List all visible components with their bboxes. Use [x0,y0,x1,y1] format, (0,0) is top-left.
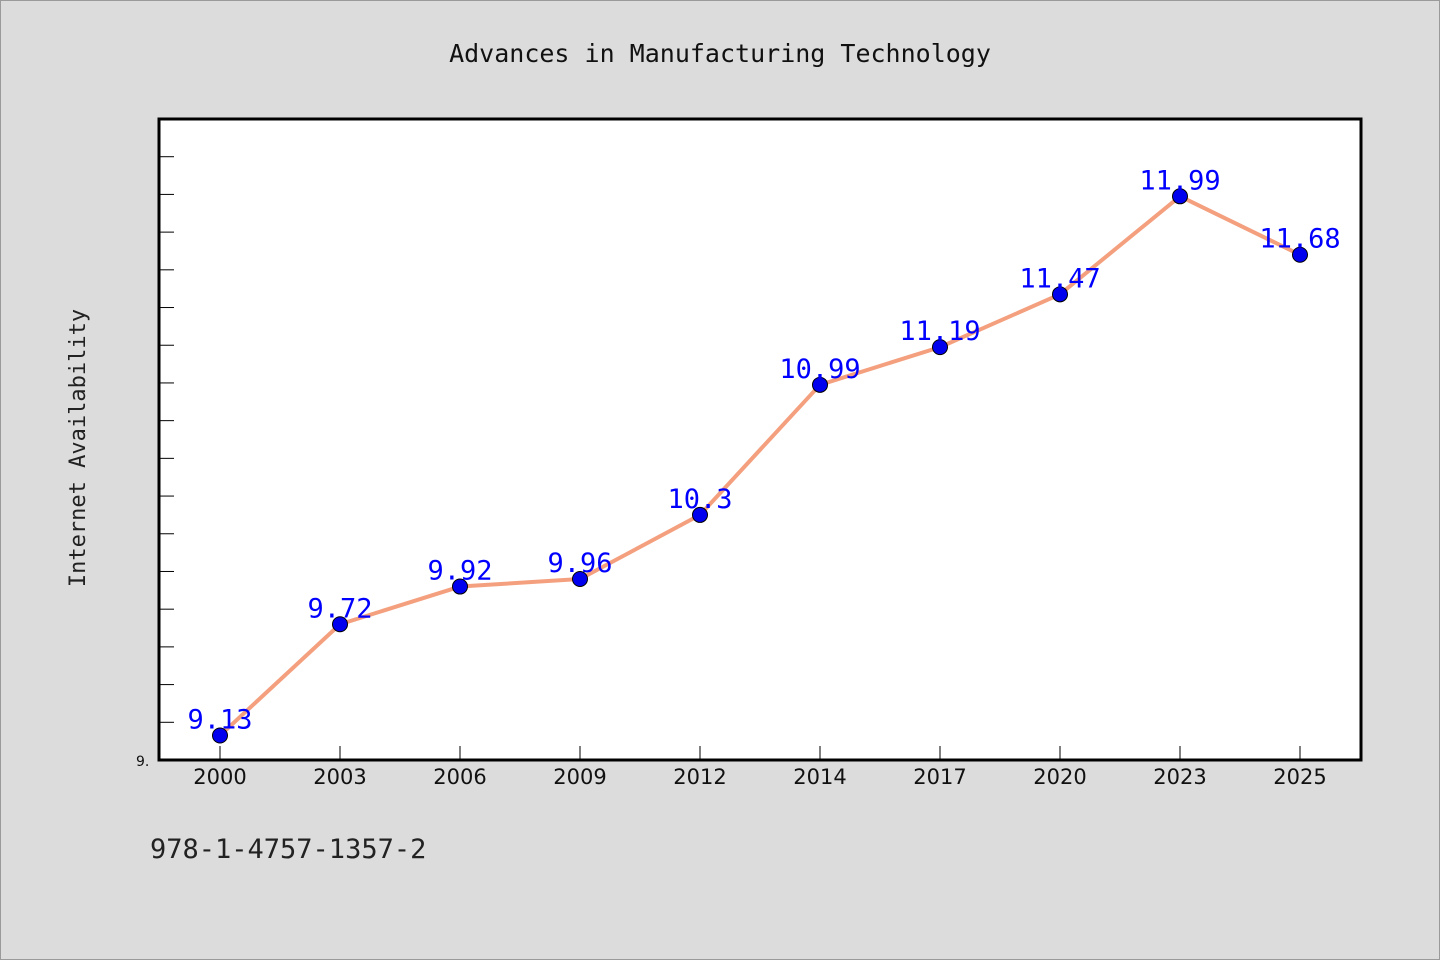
x-axis-ticks [219,746,1301,760]
data-label: 9.92 [427,556,492,587]
x-tick-label: 2023 [1153,765,1206,789]
data-point [932,339,948,356]
data-labels: 9.13 9.72 9.92 9.96 10.3 10.99 11.19 11.47 11.99… [187,165,1340,735]
x-tick-label: 2014 [793,765,846,789]
data-label: 10.3 [667,484,732,515]
data-label: 11.47 [1019,263,1100,294]
x-tick-label: 2006 [433,765,486,789]
y-tick-label: 9. [136,754,149,770]
data-point [1052,286,1068,303]
data-point [1292,246,1308,263]
x-tick-label: 2020 [1033,765,1086,789]
data-point [452,578,468,595]
y-axis-label: Internet Availability [66,309,91,587]
chart-title: Advances in Manufacturing Technology [449,39,991,68]
data-label: 11.99 [1139,165,1220,196]
series-line [218,194,1301,737]
data-label: 10.99 [779,354,860,385]
x-tick-label: 2000 [193,765,246,789]
data-label: 9.13 [187,704,252,735]
data-label: 9.96 [547,548,612,579]
data-point [572,571,588,588]
data-label: 9.72 [307,593,372,624]
data-point [692,506,708,523]
x-axis-tick-labels: 2000 2003 2006 2009 2012 2014 2017 2020 2023 2025 [193,765,1326,789]
footer-text: 978-1-4757-1357-2 [150,834,427,865]
data-point [332,616,348,633]
plot-area [157,117,1363,762]
data-label: 11.19 [899,316,980,347]
data-label: 11.68 [1259,224,1340,255]
data-point [812,376,828,393]
y-axis-ticks [159,156,174,723]
x-tick-label: 2009 [553,765,606,789]
data-point [1172,188,1188,205]
x-tick-label: 2025 [1273,765,1326,789]
x-tick-label: 2017 [913,765,966,789]
series-markers [212,188,1308,744]
x-tick-label: 2003 [313,765,366,789]
x-tick-label: 2012 [673,765,726,789]
data-point [212,727,228,744]
